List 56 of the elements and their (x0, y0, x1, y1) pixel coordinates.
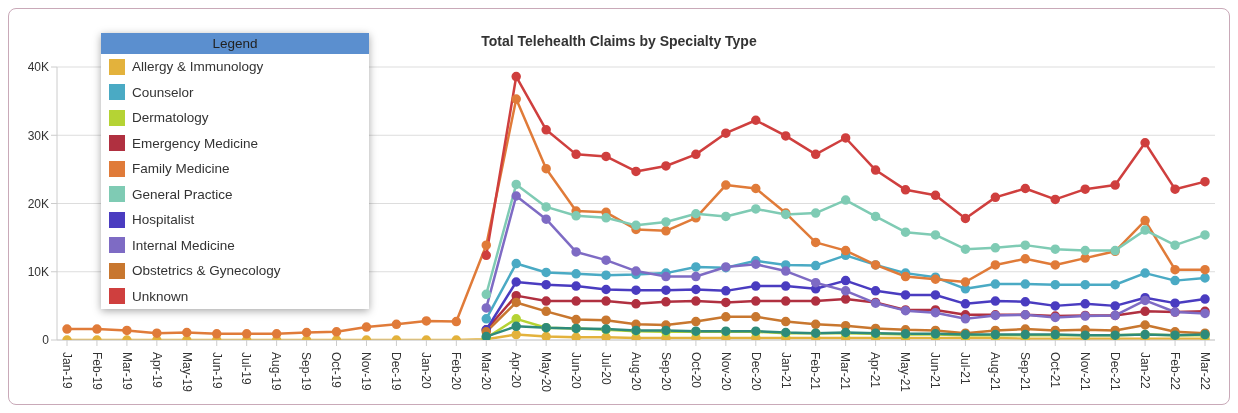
x-tick-label: Feb-19 (89, 352, 104, 391)
legend-label: General Practice (132, 186, 233, 202)
x-tick-label: Sep-20 (658, 352, 673, 392)
legend-label: Family Medicine (132, 161, 230, 177)
x-tick-label: Sep-21 (1018, 352, 1033, 392)
y-tick-label: 10K (27, 265, 49, 280)
legend-label: Dermatology (132, 110, 209, 126)
x-tick-label: Apr-20 (509, 352, 524, 389)
legend-label: Hospitalist (132, 212, 195, 228)
chart-title: Total Telehealth Claims by Specialty Type (481, 33, 757, 49)
y-tick-label: 40K (27, 60, 49, 75)
legend-label: Internal Medicine (132, 237, 235, 253)
legend-title: Legend (101, 33, 369, 54)
x-tick-label: Sep-19 (299, 352, 314, 392)
x-tick-label: Feb-22 (1167, 352, 1182, 391)
x-tick-label: Oct-21 (1048, 352, 1063, 389)
x-tick-label: Nov-21 (1078, 352, 1093, 392)
x-tick-label: May-19 (179, 352, 194, 393)
x-tick-label: Jun-21 (928, 352, 943, 390)
x-tick-label: Dec-20 (748, 352, 763, 392)
legend-label: Unknown (132, 288, 189, 304)
legend-label: Allergy & Immunology (132, 59, 264, 75)
x-tick-label: Aug-19 (269, 352, 284, 392)
y-tick-label: 20K (27, 196, 49, 211)
x-tick-label: Apr-21 (868, 352, 883, 389)
x-tick-label: Jan-19 (59, 352, 74, 390)
x-tick-label: Jun-20 (568, 352, 583, 390)
x-tick-label: Jul-20 (598, 352, 613, 386)
x-tick-label: May-20 (538, 352, 553, 393)
x-tick-label: Aug-21 (988, 352, 1003, 392)
x-tick-label: Mar-20 (479, 352, 494, 391)
x-tick-label: Feb-20 (449, 352, 464, 391)
x-tick-label: Jun-19 (209, 352, 224, 390)
x-tick-label: Apr-19 (149, 352, 164, 389)
x-tick-label: Oct-19 (329, 352, 344, 389)
x-tick-label: Jan-20 (419, 352, 434, 390)
x-tick-label: Dec-21 (1107, 352, 1122, 392)
x-tick-label: Jan-22 (1137, 352, 1152, 390)
legend-label: Obstetrics & Gynecology (132, 263, 281, 279)
x-tick-label: Jan-21 (778, 352, 793, 390)
x-tick-label: Mar-22 (1197, 352, 1212, 391)
x-tick-label: Dec-19 (389, 352, 404, 392)
x-tick-label: Jul-19 (239, 352, 254, 386)
x-tick-label: Mar-19 (119, 352, 134, 391)
x-tick-label: Aug-20 (628, 352, 643, 392)
legend-label: Emergency Medicine (132, 135, 259, 151)
x-tick-label: Nov-19 (359, 352, 374, 392)
legend-label: Counselor (132, 84, 194, 100)
x-tick-label: Feb-21 (808, 352, 823, 391)
x-tick-label: Mar-21 (838, 352, 853, 391)
x-tick-label: Nov-20 (718, 352, 733, 392)
x-tick-label: Oct-20 (688, 352, 703, 389)
y-tick-label: 0 (42, 333, 50, 348)
x-tick-label: Jul-21 (958, 352, 973, 386)
x-tick-label: May-21 (898, 352, 913, 393)
y-tick-label: 30K (27, 128, 49, 143)
